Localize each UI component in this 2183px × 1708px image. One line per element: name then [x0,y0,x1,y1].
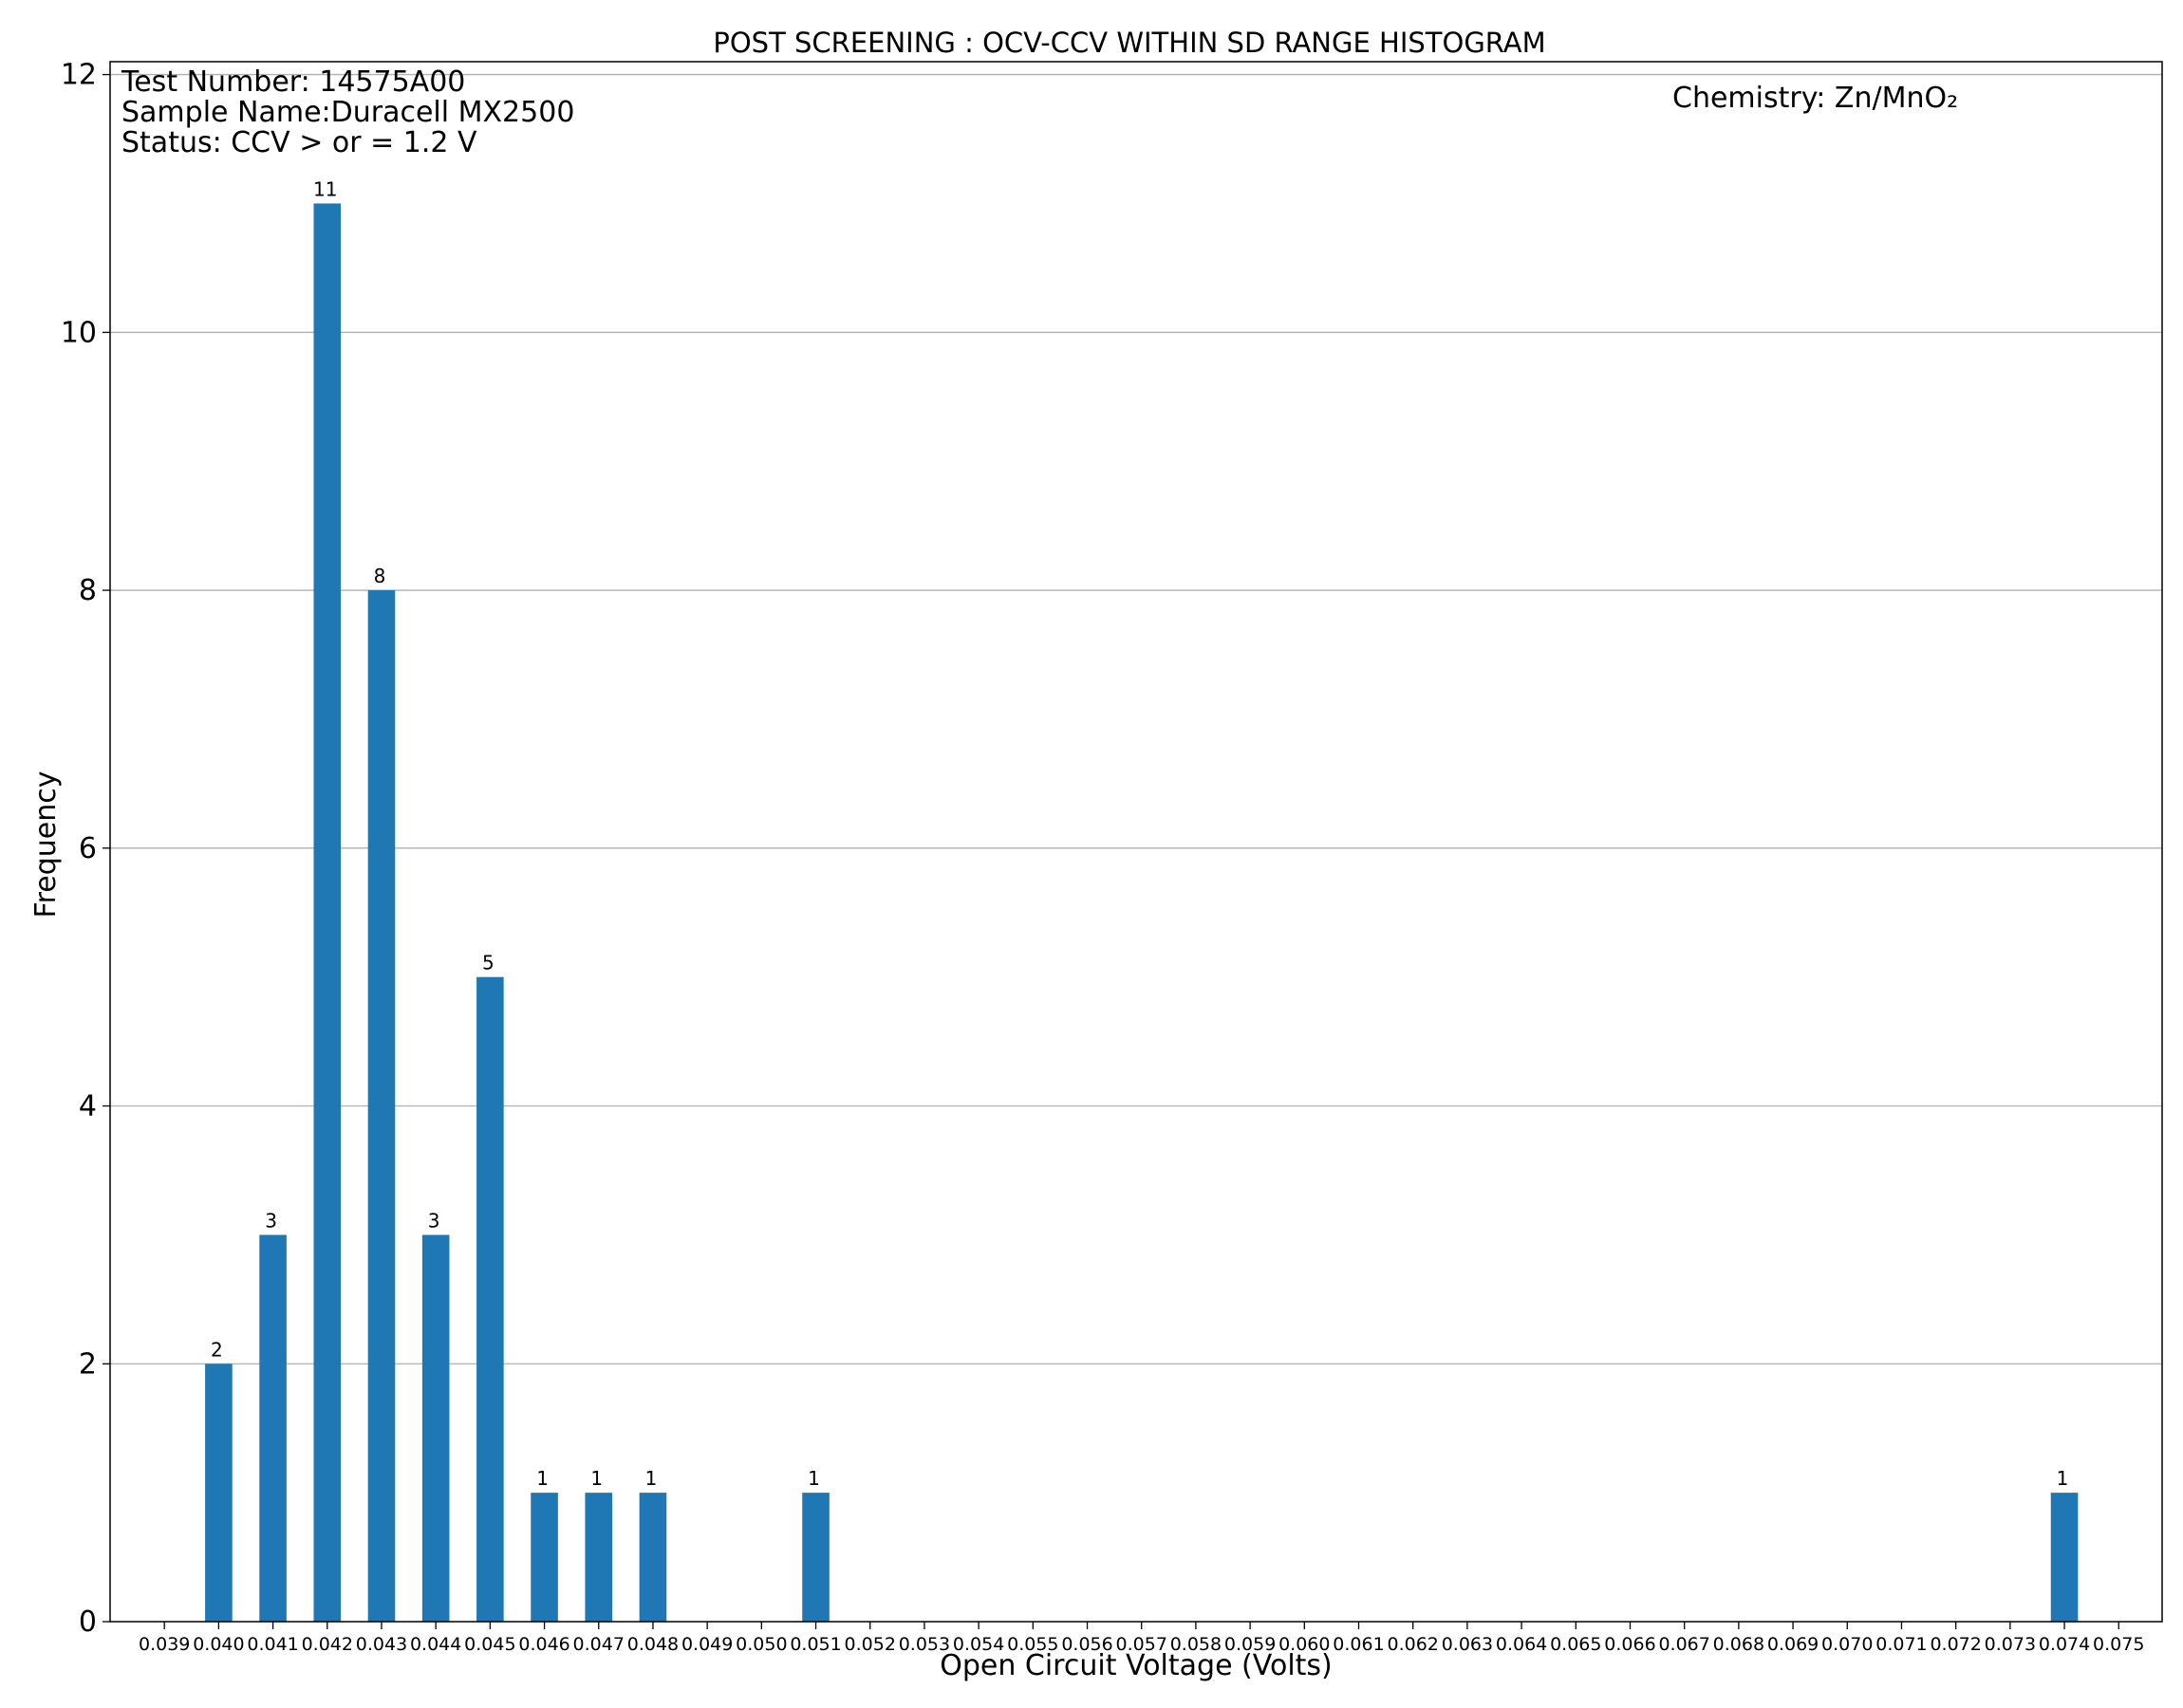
bar [313,203,342,1622]
x-tick-label: 0.049 [681,1634,733,1655]
x-tick-label: 0.058 [1170,1634,1222,1655]
bar-value-label: 5 [482,952,494,975]
bar [259,1235,287,1622]
bar-value-label: 1 [2057,1467,2069,1490]
x-tick-label: 0.045 [464,1634,515,1655]
x-tick-label: 0.070 [1821,1634,1873,1655]
x-tick-label: 0.072 [1930,1634,1981,1655]
x-tick-label: 0.069 [1767,1634,1819,1655]
x-tick-label: 0.064 [1496,1634,1547,1655]
bar-value-label: 1 [808,1467,820,1490]
x-tick-label: 0.060 [1278,1634,1330,1655]
y-axis-label: Frequency [29,771,63,919]
x-tick-label: 0.075 [2093,1634,2144,1655]
test-number-text: Test Number: 14575A00 [121,65,465,99]
x-tick-label: 0.052 [845,1634,896,1655]
bar-value-label: 1 [536,1467,549,1490]
bar [367,590,396,1622]
y-tick-label: 4 [79,1090,97,1123]
bar-value-label: 1 [590,1467,603,1490]
x-tick-label: 0.066 [1604,1634,1655,1655]
bar-value-label: 2 [211,1338,223,1361]
bar [2050,1493,2079,1622]
x-tick-label: 0.068 [1713,1634,1764,1655]
x-tick-label: 0.065 [1550,1634,1601,1655]
x-tick-label: 0.062 [1387,1634,1438,1655]
x-tick-label: 0.043 [356,1634,407,1655]
plot-frame [109,61,2163,1623]
y-tick-label: 8 [79,574,97,607]
bar [585,1493,613,1622]
x-tick-label: 0.047 [573,1634,625,1655]
bar [802,1493,830,1622]
x-tick-label: 0.056 [1061,1634,1112,1655]
status-text: Status: CCV > or = 1.2 V [121,126,477,159]
y-tick-label: 2 [79,1347,97,1381]
x-tick-label: 0.073 [1985,1634,2036,1655]
x-tick-label: 0.057 [1116,1634,1167,1655]
y-tick-label: 10 [61,316,97,349]
x-tick-label: 0.061 [1333,1634,1384,1655]
y-axis-ticks: 0 2 4 6 8 10 12 [61,59,110,1639]
bar [639,1493,667,1622]
x-tick-label: 0.051 [790,1634,841,1655]
bars [205,203,2079,1622]
x-tick-label: 0.059 [1224,1634,1276,1655]
grid-lines [110,73,2162,1365]
x-tick-label: 0.048 [627,1634,679,1655]
x-tick-label: 0.039 [139,1634,190,1655]
x-tick-label: 0.067 [1658,1634,1709,1655]
x-axis-ticks: 0.039 0.040 0.041 0.042 0.043 0.044 0.045 0.046… [139,1622,2144,1655]
chart-title: POST SCREENING : OCV-CCV WITHIN SD RANGE… [713,27,1545,59]
chemistry-text: Chemistry: Zn/MnO₂ [1672,82,1958,115]
bar-value-label: 8 [374,565,386,587]
x-tick-label: 0.046 [518,1634,569,1655]
x-tick-label: 0.071 [1875,1634,1927,1655]
x-tick-label: 0.040 [193,1634,244,1655]
y-tick-label: 12 [61,59,97,92]
bar-value-label: 11 [313,177,337,200]
bar [205,1364,233,1622]
x-tick-label: 0.050 [736,1634,787,1655]
bar-value-label: 3 [265,1209,277,1232]
x-tick-label: 0.042 [302,1634,353,1655]
x-tick-label: 0.041 [247,1634,298,1655]
x-tick-label: 0.044 [410,1634,461,1655]
x-tick-label: 0.055 [1007,1634,1058,1655]
x-tick-label: 0.074 [2039,1634,2090,1655]
x-tick-label: 0.054 [953,1634,1004,1655]
bar [531,1493,558,1622]
sample-name-text: Sample Name:Duracell MX2500 [121,96,574,129]
y-tick-label: 6 [79,832,97,865]
bar-value-label: 1 [645,1467,658,1490]
x-tick-label: 0.063 [1442,1634,1493,1655]
bar [476,976,504,1622]
bar [421,1235,450,1622]
x-tick-label: 0.053 [899,1634,950,1655]
bar-value-label: 3 [428,1209,440,1232]
y-tick-label: 0 [79,1606,97,1639]
x-axis-label: Open Circuit Voltage (Volts) [940,1649,1333,1682]
